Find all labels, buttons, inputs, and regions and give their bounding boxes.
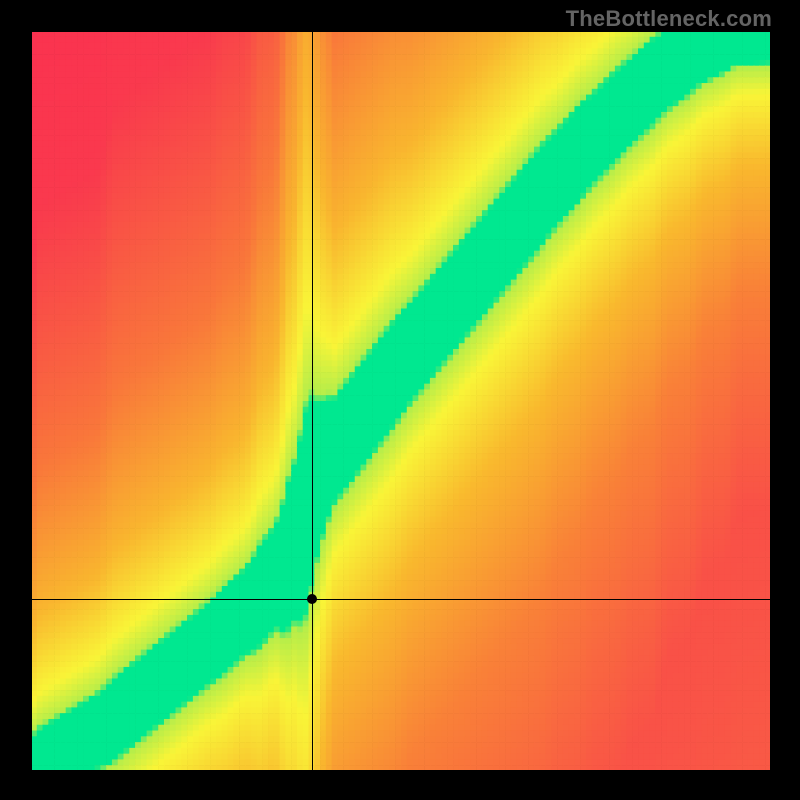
- heatmap-plot: [31, 31, 771, 771]
- crosshair-horizontal: [31, 599, 771, 600]
- watermark-text: TheBottleneck.com: [566, 6, 772, 32]
- heatmap-canvas: [31, 31, 771, 771]
- crosshair-vertical: [312, 31, 313, 771]
- crosshair-point: [307, 594, 317, 604]
